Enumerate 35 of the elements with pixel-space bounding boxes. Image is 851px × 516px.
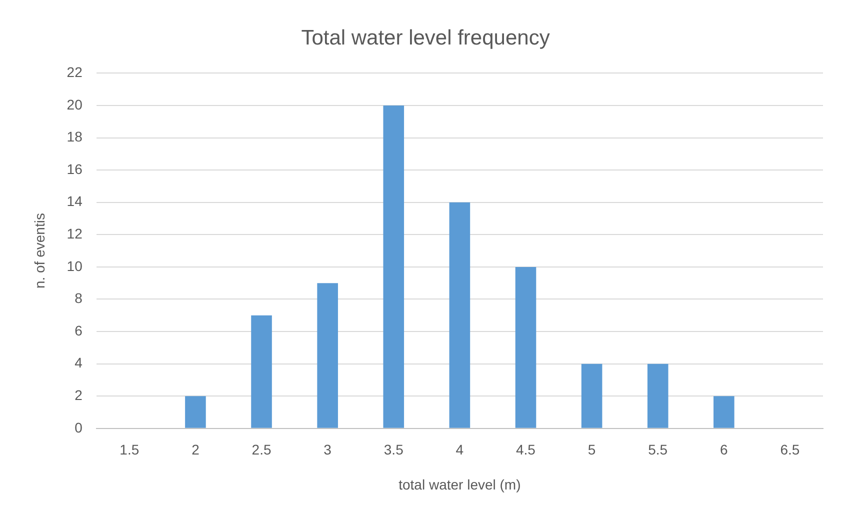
bar — [383, 105, 404, 428]
x-tick-label: 4 — [456, 442, 464, 458]
y-tick-label: 10 — [66, 258, 83, 274]
y-tick-label: 8 — [74, 290, 83, 306]
bar — [515, 266, 536, 428]
x-tick-label: 3.5 — [384, 442, 404, 458]
y-axis-title: n. of eventis — [31, 213, 48, 289]
y-tick-label: 4 — [74, 354, 83, 371]
y-tick-label: 2 — [74, 386, 83, 403]
chart-title: Total water level frequency — [301, 26, 550, 50]
y-tick-label: 22 — [66, 64, 83, 80]
y-tick-label: 0 — [74, 419, 83, 436]
x-tick-label: 6 — [720, 442, 728, 458]
x-tick-label: 4.5 — [516, 442, 536, 458]
y-tick-label: 14 — [66, 193, 83, 210]
bar — [251, 315, 272, 428]
y-tick-label: 20 — [66, 96, 83, 112]
y-tick-label: 12 — [66, 226, 83, 242]
bar — [581, 364, 602, 428]
x-tick-label: 3 — [324, 442, 332, 458]
bar — [185, 396, 206, 428]
bar — [317, 283, 338, 428]
y-tick-label: 18 — [66, 128, 83, 145]
y-tick-label: 16 — [66, 160, 83, 177]
x-tick-label: 2.5 — [252, 442, 272, 458]
x-tick-label: 5 — [588, 442, 596, 458]
x-axis-title: total water level (m) — [398, 476, 521, 492]
bar — [647, 364, 668, 428]
y-tick-label: 6 — [74, 322, 83, 338]
x-tick-label: 5.5 — [648, 442, 668, 458]
bar — [714, 396, 734, 428]
bar — [449, 202, 470, 428]
x-tick-label: 2 — [192, 442, 200, 458]
x-tick-label: 6.5 — [780, 442, 800, 458]
x-tick-label: 1.5 — [120, 442, 140, 458]
